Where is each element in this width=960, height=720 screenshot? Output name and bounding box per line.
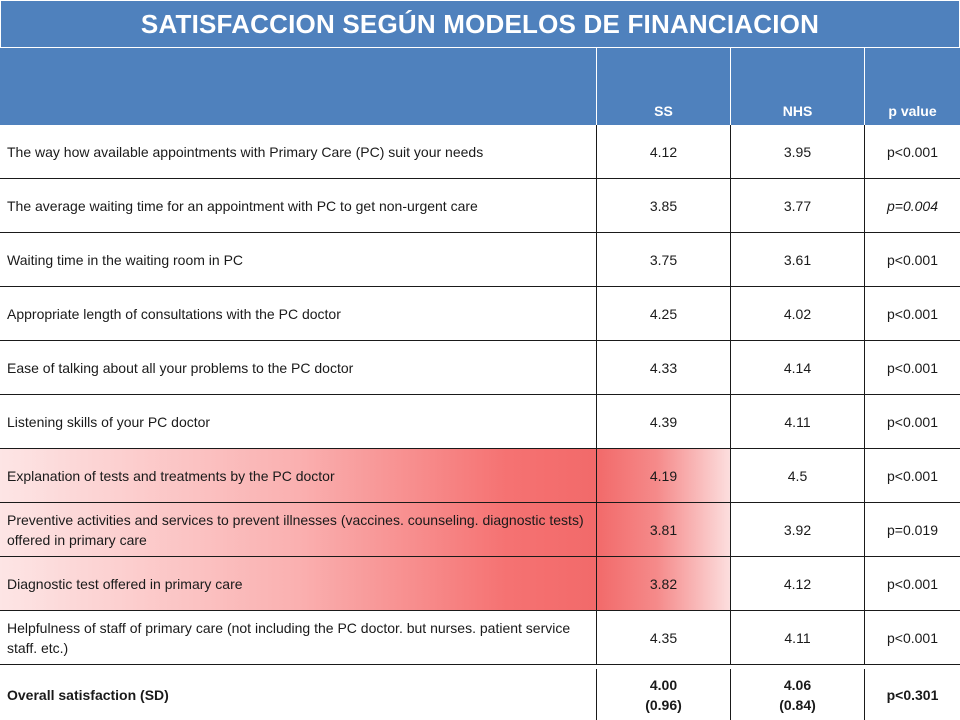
p-value: p=0.004 [864, 179, 960, 232]
ss-value: 3.82 [596, 557, 730, 610]
ss-value: 3.75 [596, 233, 730, 286]
row-label: Waiting time in the waiting room in PC [7, 251, 244, 268]
row-label: Helpfulness of staff of primary care (no… [7, 619, 571, 656]
p-value: p<0.001 [864, 557, 960, 610]
nhs-value: 3.95 [730, 125, 864, 178]
column-header-p-value: p value [864, 48, 960, 125]
p-value: p<0.001 [864, 125, 960, 178]
p-value: p<0.001 [864, 287, 960, 340]
overall-ss: 4.00 (0.96) [596, 669, 730, 720]
nhs-value: 4.02 [730, 287, 864, 340]
overall-row: Overall satisfaction (SD) 4.00 (0.96) 4.… [0, 669, 960, 720]
table-row: Waiting time in the waiting room in PC 3.… [0, 233, 960, 287]
nhs-value: 4.12 [730, 557, 864, 610]
overall-nhs-sd: (0.84) [779, 696, 816, 713]
table-header: SS NHS p value [0, 48, 960, 125]
column-header-ss: SS [596, 48, 730, 125]
row-label: Preventive activities and services to pr… [0, 503, 596, 556]
nhs-value: 3.92 [730, 503, 864, 556]
p-value: p<0.001 [864, 611, 960, 664]
table-row: Helpfulness of staff of primary care (no… [0, 611, 960, 665]
p-value: p<0.001 [864, 233, 960, 286]
overall-ss-sd: (0.96) [645, 696, 682, 713]
table-row: Diagnostic test offered in primary care 3… [0, 557, 960, 611]
p-value: p<0.001 [864, 449, 960, 502]
ss-value: 4.25 [596, 287, 730, 340]
ss-value: 3.85 [596, 179, 730, 232]
row-label: Appropriate length of consultations with… [7, 305, 341, 322]
column-header-nhs: NHS [730, 48, 864, 125]
overall-label: Overall satisfaction (SD) [7, 686, 169, 703]
ss-value: 3.81 [596, 503, 730, 556]
ss-value: 4.12 [596, 125, 730, 178]
overall-p-value: p<0.301 [864, 669, 960, 720]
row-label: Diagnostic test offered in primary care [0, 557, 596, 610]
row-label: The way how available appointments with … [7, 143, 484, 160]
table-row: The way how available appointments with … [0, 125, 960, 179]
table-title: SATISFACCION SEGÚN MODELOS DE FINANCIACI… [0, 0, 960, 48]
table-row: Preventive activities and services to pr… [0, 503, 960, 557]
overall-ss-mean: 4.00 [649, 676, 678, 693]
table-row: Ease of talking about all your problems … [0, 341, 960, 395]
p-value: p<0.001 [864, 341, 960, 394]
ss-value: 4.35 [596, 611, 730, 664]
column-header-item [0, 48, 596, 125]
nhs-value: 3.77 [730, 179, 864, 232]
nhs-value: 4.14 [730, 341, 864, 394]
row-label: Explanation of tests and treatments by t… [0, 449, 596, 502]
overall-nhs: 4.06 (0.84) [730, 669, 864, 720]
row-label: Listening skills of your PC doctor [7, 413, 211, 430]
table-row: Explanation of tests and treatments by t… [0, 449, 960, 503]
ss-value: 4.33 [596, 341, 730, 394]
nhs-value: 3.61 [730, 233, 864, 286]
row-label: The average waiting time for an appointm… [7, 197, 478, 214]
table-row: Listening skills of your PC doctor 4.39 4.… [0, 395, 960, 449]
p-value: p<0.001 [864, 395, 960, 448]
table-row: The average waiting time for an appointm… [0, 179, 960, 233]
row-label: Ease of talking about all your problems … [7, 359, 354, 376]
table-row: Appropriate length of consultations with… [0, 287, 960, 341]
ss-value: 4.19 [596, 449, 730, 502]
p-value: p=0.019 [864, 503, 960, 556]
nhs-value: 4.11 [730, 611, 864, 664]
nhs-value: 4.5 [730, 449, 864, 502]
ss-value: 4.39 [596, 395, 730, 448]
overall-nhs-mean: 4.06 [783, 676, 812, 693]
nhs-value: 4.11 [730, 395, 864, 448]
